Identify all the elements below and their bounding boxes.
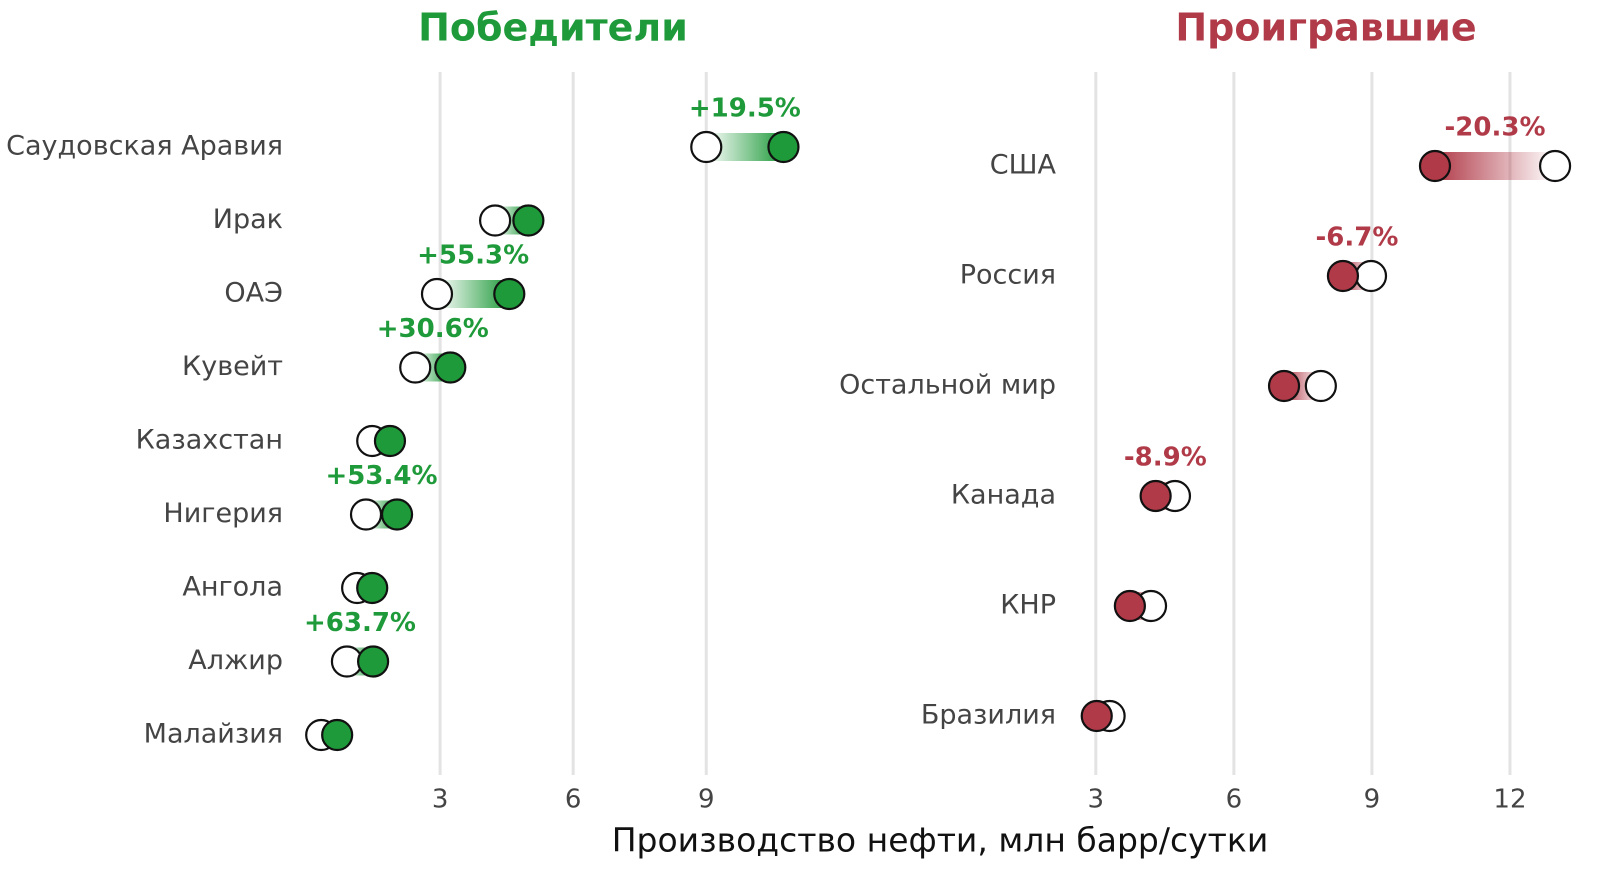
start-dot (1538, 149, 1572, 183)
category-label: Канада (951, 480, 1056, 511)
panel-title: Победители (418, 6, 688, 50)
start-dot (479, 204, 512, 237)
change-bar (1434, 152, 1556, 180)
end-dot (493, 277, 526, 311)
change-label: +19.5% (689, 94, 801, 124)
end-dot (434, 351, 467, 384)
category-label: Остальной мир (839, 370, 1056, 401)
end-dot (321, 718, 354, 752)
start-dot (399, 351, 432, 384)
change-label: +55.3% (417, 241, 529, 271)
end-dot (1139, 479, 1172, 513)
x-tick-label: 6 (1226, 785, 1243, 815)
end-dot (1418, 149, 1452, 183)
start-dot (1304, 369, 1337, 403)
change-label: +53.4% (326, 461, 438, 491)
start-dot (420, 277, 454, 311)
x-tick-label: 6 (565, 785, 582, 815)
category-label: Ангола (182, 572, 283, 603)
x-axis-label: Производство нефти, млн барр/сутки (612, 821, 1269, 860)
end-dot (1267, 369, 1301, 403)
category-label: Кувейт (182, 351, 283, 382)
end-dot (512, 204, 545, 237)
end-dot (373, 424, 407, 458)
category-label: Казахстан (136, 425, 283, 456)
x-tick-label: 3 (1088, 785, 1105, 815)
category-label: ОАЭ (224, 278, 283, 309)
x-tick-label: 12 (1493, 785, 1526, 815)
change-label: +63.7% (304, 608, 416, 638)
end-dot (1080, 699, 1113, 733)
category-label: Алжир (188, 645, 283, 676)
category-label: Россия (960, 260, 1056, 291)
category-label: Малайзия (144, 719, 283, 750)
x-tick-label: 3 (432, 785, 449, 815)
category-label: Бразилия (921, 700, 1056, 731)
change-label: -8.9% (1124, 443, 1207, 473)
end-dot (1326, 259, 1360, 293)
end-dot (767, 130, 800, 164)
start-dot (690, 130, 723, 164)
category-label: США (990, 150, 1057, 181)
change-label: +30.6% (377, 314, 489, 344)
category-label: Саудовская Аравия (6, 131, 283, 162)
change-label: -6.7% (1316, 223, 1399, 253)
category-label: Нигерия (163, 498, 283, 529)
panel-title: Проигравшие (1175, 6, 1476, 50)
x-tick-label: 9 (1364, 785, 1381, 815)
category-label: КНР (1000, 590, 1056, 621)
end-dot (357, 645, 390, 678)
start-dot (1354, 259, 1388, 293)
start-dot (349, 498, 383, 531)
end-dot (356, 571, 389, 605)
end-dot (1113, 589, 1146, 623)
end-dot (380, 498, 414, 531)
change-label: -20.3% (1445, 113, 1546, 143)
x-tick-label: 9 (698, 785, 715, 815)
category-label: Ирак (213, 204, 283, 235)
